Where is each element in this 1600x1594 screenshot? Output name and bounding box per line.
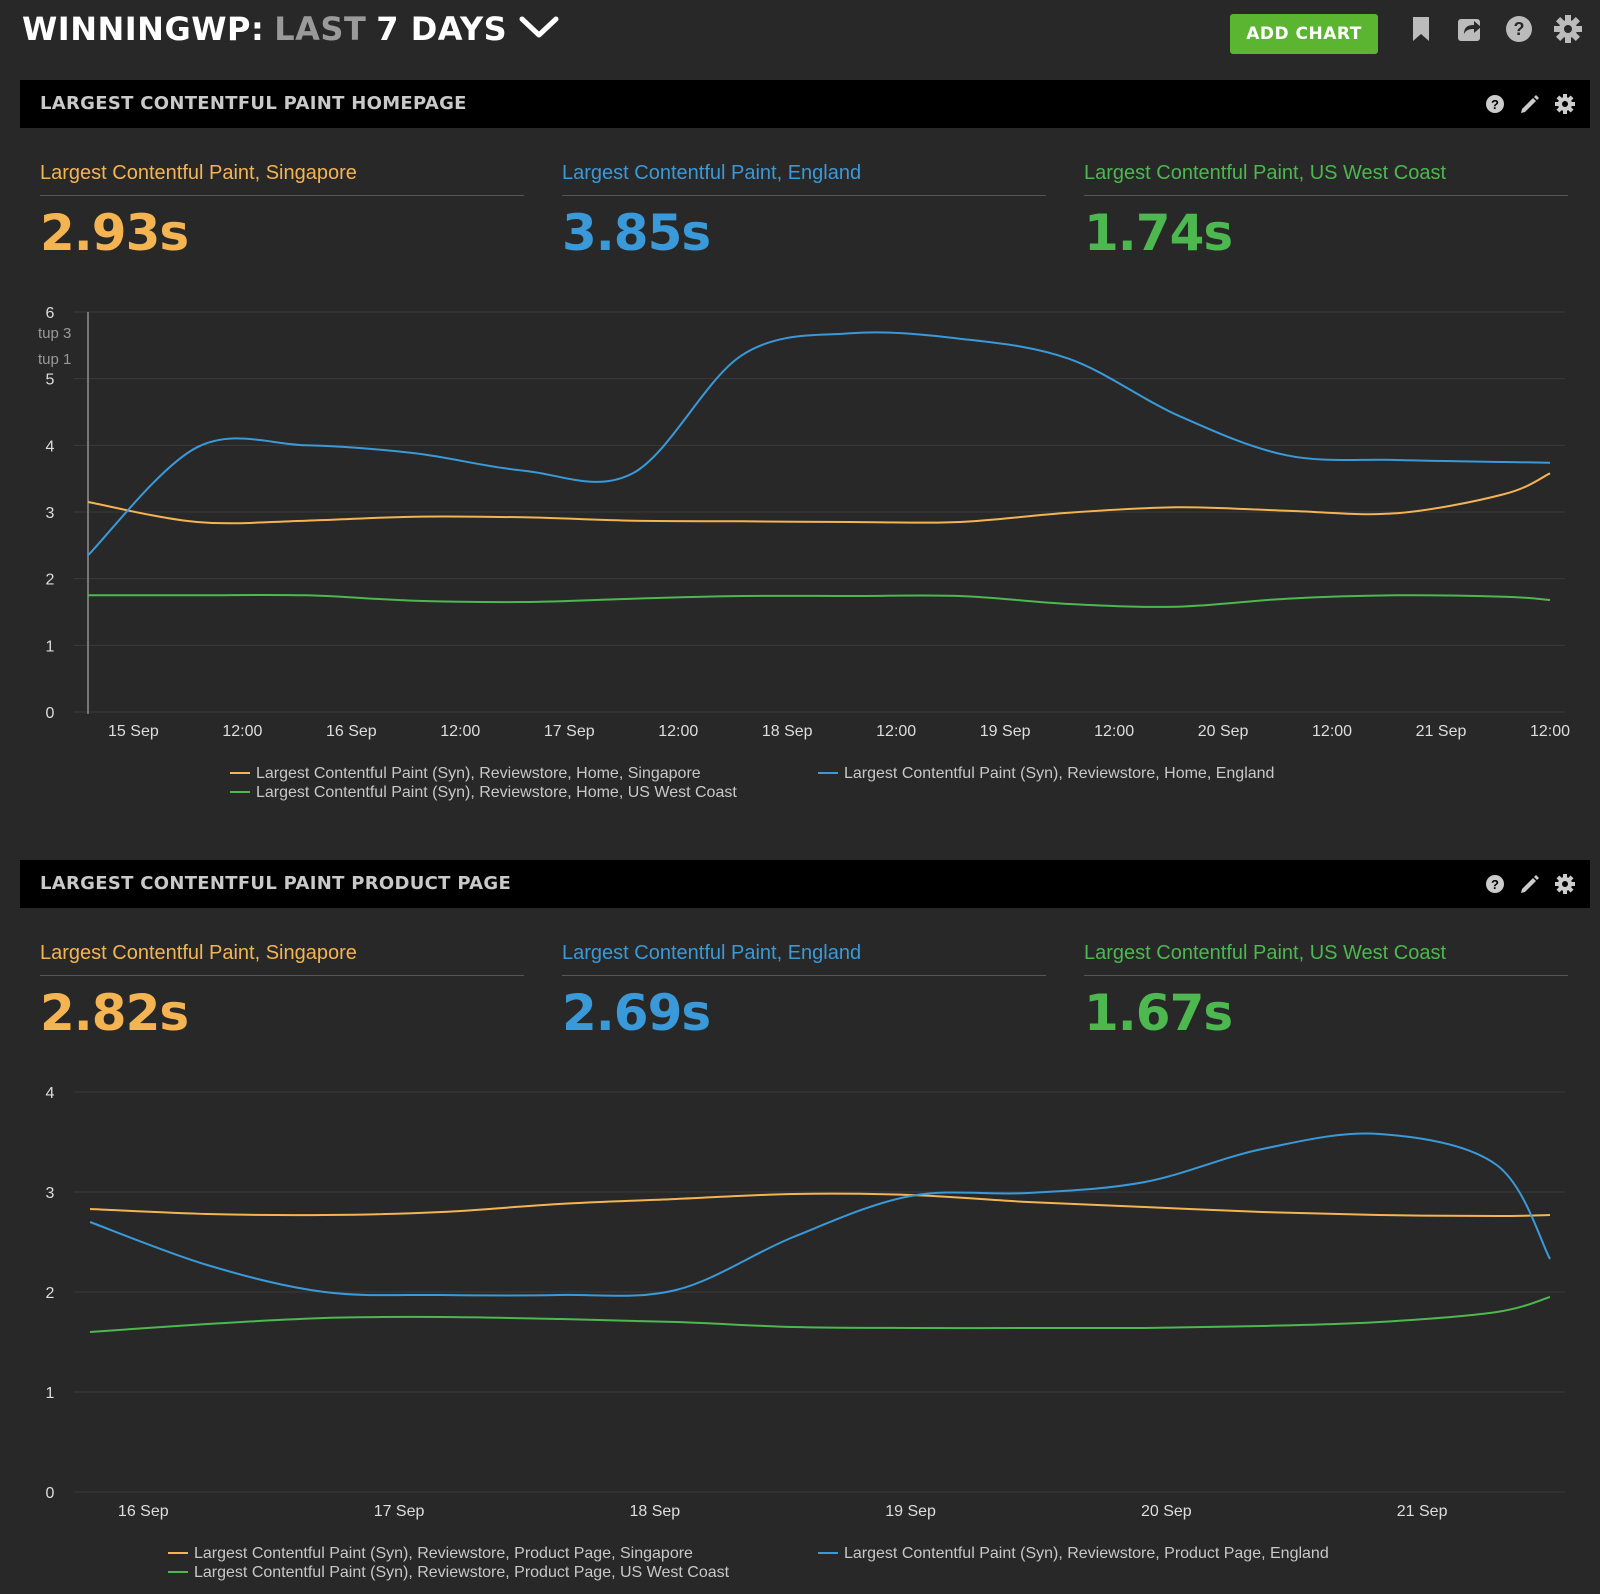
legend-label: Largest Contentful Paint (Syn), Reviewst… [194, 1564, 730, 1581]
stat-label: Largest Contentful Paint, Singapore [40, 942, 524, 976]
settings-gear-icon[interactable] [1553, 872, 1577, 896]
stat-england: Largest Contentful Paint, England 2.69s [562, 942, 1046, 1042]
series-line [87, 472, 1551, 525]
stat-value: 3.85s [562, 204, 711, 262]
panel-title: LARGEST CONTENTFUL PAINT HOMEPAGE [40, 93, 467, 114]
x-tick-label: 15 Sep [108, 723, 159, 740]
stat-singapore: Largest Contentful Paint, Singapore 2.93… [40, 162, 524, 262]
bookmark-icon[interactable] [1406, 14, 1436, 44]
y-tick-label: 4 [46, 438, 55, 455]
svg-text:?: ? [1491, 877, 1499, 892]
x-tick-label: 21 Sep [1416, 723, 1467, 740]
homepage-lcp-chart: 0 1 2 3 4 5 6 tup 3 tup 1 15 Sep 12:00 16 Sep 12:00 1… [38, 305, 1570, 801]
site-name: WINNINGWP: [22, 10, 265, 48]
y-tick-label: 6 [46, 305, 55, 322]
stat-value: 2.82s [40, 984, 189, 1042]
top-bar: WINNINGWP: LAST 7 DAYS ADD CHART ? [0, 0, 1600, 70]
x-tick-label: 12:00 [1312, 723, 1352, 740]
panel-header-homepage: LARGEST CONTENTFUL PAINT HOMEPAGE ? [20, 80, 1590, 128]
x-tick-label: 16 Sep [118, 1503, 169, 1520]
settings-gear-icon[interactable] [1553, 14, 1583, 44]
edit-pencil-icon[interactable] [1518, 872, 1542, 896]
panel-header-product-page: LARGEST CONTENTFUL PAINT PRODUCT PAGE ? [20, 860, 1590, 908]
series-line [89, 1132, 1551, 1297]
legend-label: Largest Contentful Paint (Syn), Reviewst… [256, 765, 701, 782]
y-tick-label: 2 [46, 572, 55, 589]
panel-title: LARGEST CONTENTFUL PAINT PRODUCT PAGE [40, 873, 512, 894]
annotation-label: tup 3 [38, 325, 71, 342]
x-tick-label: 12:00 [1530, 723, 1570, 740]
help-icon[interactable]: ? [1483, 872, 1507, 896]
series-line [87, 593, 1551, 608]
x-tick-label: 18 Sep [762, 723, 813, 740]
x-tick-label: 12:00 [440, 723, 480, 740]
x-tick-label: 19 Sep [980, 723, 1031, 740]
x-tick-label: 20 Sep [1141, 1503, 1192, 1520]
help-icon[interactable]: ? [1504, 14, 1534, 44]
stat-singapore: Largest Contentful Paint, Singapore 2.82… [40, 942, 524, 1042]
stat-england: Largest Contentful Paint, England 3.85s [562, 162, 1046, 262]
x-tick-label: 21 Sep [1397, 1503, 1448, 1520]
y-tick-label: 2 [46, 1285, 55, 1302]
y-tick-label: 1 [46, 638, 55, 655]
stat-value: 2.93s [40, 204, 189, 262]
x-tick-label: 20 Sep [1198, 723, 1249, 740]
x-tick-label: 19 Sep [885, 1503, 936, 1520]
y-tick-label: 4 [46, 1085, 55, 1102]
stat-value: 1.74s [1084, 204, 1233, 262]
chevron-down-icon[interactable] [519, 10, 559, 48]
svg-text:?: ? [1514, 19, 1525, 39]
stat-label: Largest Contentful Paint, England [562, 162, 1046, 196]
y-tick-label: 0 [46, 705, 55, 722]
stat-us-west-coast: Largest Contentful Paint, US West Coast … [1084, 942, 1568, 1042]
dashboard-title[interactable]: WINNINGWP: LAST 7 DAYS [22, 10, 559, 48]
y-tick-label: 5 [46, 372, 55, 389]
x-tick-label: 12:00 [1094, 723, 1134, 740]
range-value: 7 DAYS [376, 10, 508, 48]
series-line [89, 1296, 1551, 1333]
x-tick-label: 18 Sep [629, 1503, 680, 1520]
x-tick-label: 17 Sep [544, 723, 595, 740]
help-icon[interactable]: ? [1483, 92, 1507, 116]
settings-gear-icon[interactable] [1553, 92, 1577, 116]
x-tick-label: 17 Sep [374, 1503, 425, 1520]
legend-label: Largest Contentful Paint (Syn), Reviewst… [844, 1545, 1329, 1562]
x-tick-label: 12:00 [222, 723, 262, 740]
stat-value: 2.69s [562, 984, 711, 1042]
y-tick-label: 1 [46, 1385, 55, 1402]
edit-pencil-icon[interactable] [1518, 92, 1542, 116]
x-tick-label: 12:00 [876, 723, 916, 740]
annotation-label: tup 1 [38, 351, 71, 368]
product-page-lcp-chart: 0 1 2 3 4 16 Sep 17 Sep 18 Sep 19 Sep 20 Sep 21 Se… [46, 1085, 1565, 1581]
stat-us-west-coast: Largest Contentful Paint, US West Coast … [1084, 162, 1568, 262]
share-icon[interactable] [1455, 14, 1485, 44]
stat-label: Largest Contentful Paint, Singapore [40, 162, 524, 196]
x-tick-label: 16 Sep [326, 723, 377, 740]
legend-label: Largest Contentful Paint (Syn), Reviewst… [256, 784, 737, 801]
range-prefix: LAST [274, 10, 367, 48]
add-chart-button[interactable]: ADD CHART [1230, 14, 1378, 54]
legend-label: Largest Contentful Paint (Syn), Reviewst… [844, 765, 1274, 782]
series-line [87, 331, 1551, 557]
stat-value: 1.67s [1084, 984, 1233, 1042]
svg-text:?: ? [1491, 97, 1499, 112]
y-tick-label: 0 [46, 1485, 55, 1502]
y-tick-label: 3 [46, 505, 55, 522]
stat-label: Largest Contentful Paint, England [562, 942, 1046, 976]
stat-label: Largest Contentful Paint, US West Coast [1084, 942, 1568, 976]
series-line [89, 1192, 1551, 1218]
stat-label: Largest Contentful Paint, US West Coast [1084, 162, 1568, 196]
x-tick-label: 12:00 [658, 723, 698, 740]
legend-label: Largest Contentful Paint (Syn), Reviewst… [194, 1545, 693, 1562]
y-tick-label: 3 [46, 1185, 55, 1202]
